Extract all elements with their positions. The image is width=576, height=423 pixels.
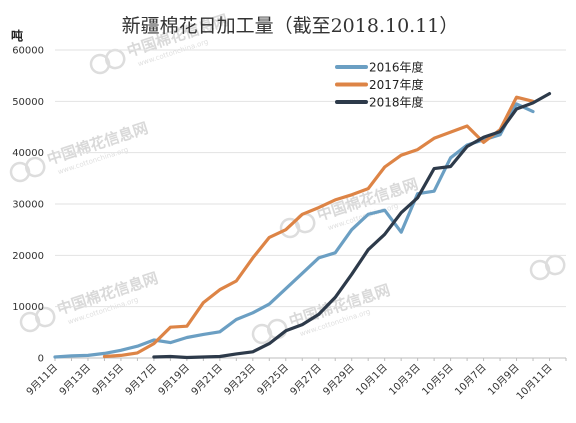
x-tick-label: 9月13日 <box>57 362 93 398</box>
series-line-1 <box>53 102 535 359</box>
grid-lines <box>55 49 566 308</box>
legend-label: 2016年度 <box>369 60 424 75</box>
y-tick-labels: 0 10000 20000 30000 40000 50000 60000 <box>12 46 44 365</box>
y-tick-label: 10000 <box>12 302 44 313</box>
x-tick-label: 9月21日 <box>189 362 225 398</box>
x-tick-label: 10月1日 <box>354 362 390 398</box>
series-lines <box>53 92 552 360</box>
axes <box>54 357 567 361</box>
y-tick-label: 0 <box>38 354 44 365</box>
y-tick-label: 40000 <box>12 148 44 159</box>
x-tick-label: 9月19日 <box>156 362 192 398</box>
x-tick-label: 9月11日 <box>24 362 60 398</box>
x-tick-label: 9月15日 <box>90 362 126 398</box>
x-tick-label: 9月27日 <box>288 362 324 398</box>
y-tick-label: 50000 <box>12 97 44 108</box>
x-tick-label: 10月7日 <box>453 362 489 398</box>
x-tick-label: 10月3日 <box>387 362 423 398</box>
series-line-2 <box>102 95 535 359</box>
x-tick-label: 9月17日 <box>123 362 159 398</box>
legend-label: 2018年度 <box>369 95 424 110</box>
x-tick-label: 9月25日 <box>255 362 291 398</box>
y-tick-label: 30000 <box>12 200 44 211</box>
watermark-6 <box>529 254 566 281</box>
legend-label: 2017年度 <box>369 77 424 92</box>
x-tick-label: 9月29日 <box>321 362 357 398</box>
series-line-3 <box>152 92 552 360</box>
legend: 2016年度 2017年度 2018年度 <box>335 60 424 110</box>
x-tick-labels: 9月11日9月13日9月15日9月17日9月19日9月21日9月23日9月25日… <box>24 362 555 403</box>
x-tick-label: 9月23日 <box>222 362 258 398</box>
chart-title: 新疆棉花日加工量（截至2018.10.11） <box>122 15 459 37</box>
y-tick-label: 60000 <box>12 46 44 57</box>
x-tick-label: 10月5日 <box>420 362 456 398</box>
y-tick-label: 20000 <box>12 251 44 262</box>
y-axis-unit-label: 吨 <box>11 28 23 43</box>
x-tick-label: 10月11日 <box>514 362 555 403</box>
